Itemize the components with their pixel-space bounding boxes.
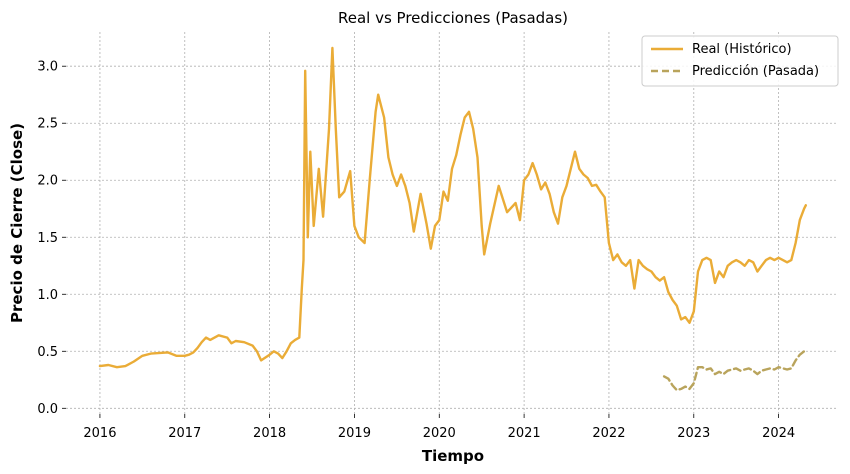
chart-title: Real vs Predicciones (Pasadas) [338,9,568,27]
y-axis-label: Precio de Cierre (Close) [8,123,26,323]
legend-box [641,35,839,87]
x-tick-label: 2016 [83,426,116,441]
y-tick-label: 1.5 [37,231,58,246]
y-tick-label: 2.0 [37,174,58,189]
x-tick-label: 2024 [762,426,795,441]
series-real-line [98,46,807,369]
y-tick-label: 0.0 [37,402,58,417]
y-tick-label: 3.0 [37,60,58,75]
x-axis-label: Tiempo [422,447,484,465]
x-tick-label: 2021 [508,426,541,441]
y-tick-label: 1.0 [37,288,58,303]
x-tick-label: 2020 [423,426,456,441]
y-tick-label: 0.5 [37,345,58,360]
y-ticks: 0.0 0.5 1.0 1.5 2.0 2.5 3.0 [37,60,66,417]
series-layer [98,46,807,392]
x-tick-label: 2022 [592,426,625,441]
legend-label-real: Real (Histórico) [692,42,792,57]
legend-label-prediction: Predicción (Pasada) [692,64,819,79]
x-tick-label: 2019 [338,426,371,441]
series-prediction-line [662,347,807,392]
y-tick-label: 2.5 [37,117,58,132]
x-tick-label: 2023 [677,426,710,441]
legend: Real (Histórico) Predicción (Pasada) [641,35,839,87]
x-tick-label: 2018 [253,426,286,441]
x-ticks: 2016 2017 2018 2019 2020 2021 2022 2023 2024 [83,414,795,441]
x-tick-label: 2017 [168,426,201,441]
